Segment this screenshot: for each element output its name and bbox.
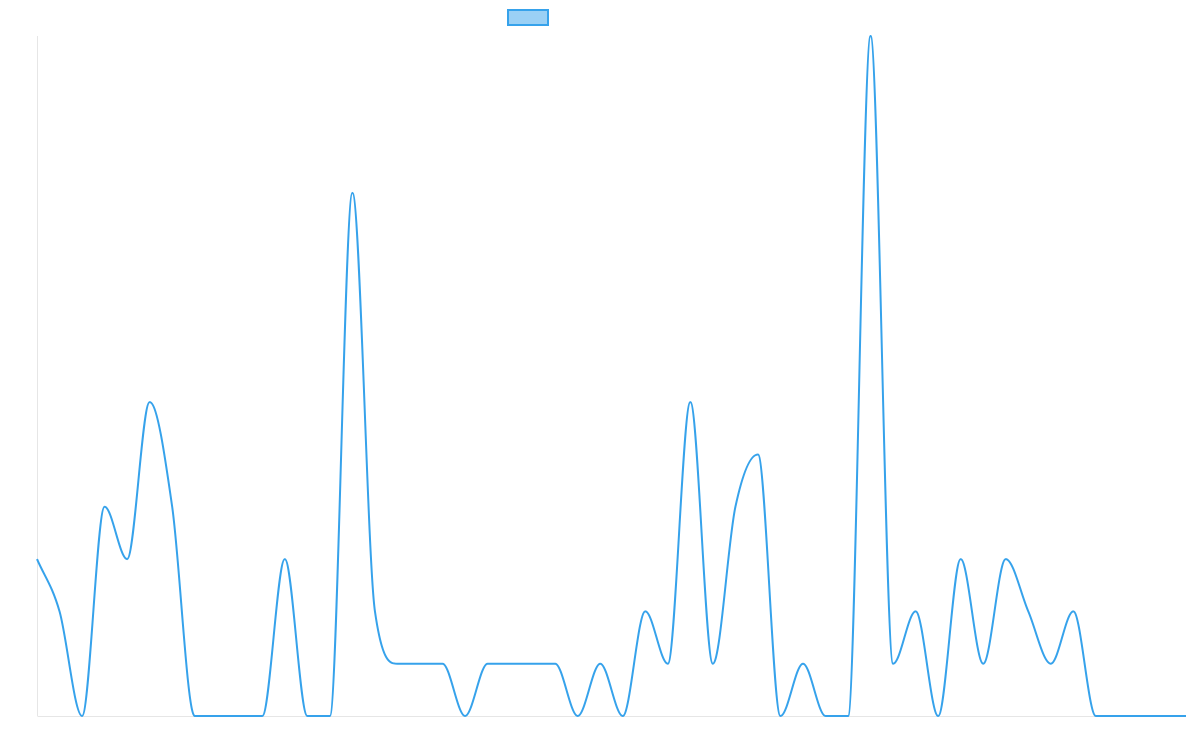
data-point[interactable]: [845, 713, 851, 719]
data-point[interactable]: [1025, 608, 1031, 614]
data-point[interactable]: [710, 661, 716, 667]
data-point[interactable]: [259, 713, 265, 719]
data-point[interactable]: [507, 661, 513, 667]
data-point[interactable]: [1093, 713, 1099, 719]
data-point[interactable]: [169, 504, 175, 510]
data-point[interactable]: [417, 661, 423, 667]
data-point[interactable]: [440, 661, 446, 667]
data-point[interactable]: [102, 504, 108, 510]
data-point[interactable]: [958, 556, 964, 562]
data-point[interactable]: [327, 713, 333, 719]
data-point[interactable]: [462, 713, 468, 719]
data-point[interactable]: [1003, 556, 1009, 562]
data-point[interactable]: [214, 713, 220, 719]
legend[interactable]: [507, 9, 549, 26]
data-point[interactable]: [980, 661, 986, 667]
data-point[interactable]: [1048, 661, 1054, 667]
data-point[interactable]: [372, 608, 378, 614]
series-line-0[interactable]: [36, 34, 1186, 718]
data-point[interactable]: [304, 713, 310, 719]
data-point[interactable]: [687, 399, 693, 405]
data-point[interactable]: [823, 713, 829, 719]
data-point[interactable]: [620, 713, 626, 719]
data-point[interactable]: [124, 556, 130, 562]
data-point[interactable]: [237, 713, 243, 719]
data-point[interactable]: [890, 661, 896, 667]
data-point[interactable]: [34, 556, 40, 562]
data-point[interactable]: [777, 713, 783, 719]
data-point[interactable]: [79, 713, 85, 719]
data-point[interactable]: [1160, 713, 1166, 719]
data-point[interactable]: [575, 713, 581, 719]
data-point[interactable]: [800, 661, 806, 667]
data-point[interactable]: [552, 661, 558, 667]
data-point[interactable]: [192, 713, 198, 719]
data-point[interactable]: [349, 190, 355, 196]
data-point[interactable]: [1115, 713, 1121, 719]
data-point[interactable]: [597, 661, 603, 667]
data-point[interactable]: [1138, 713, 1144, 719]
data-point[interactable]: [530, 661, 536, 667]
data-point[interactable]: [868, 33, 874, 39]
data-point[interactable]: [147, 399, 153, 405]
data-point[interactable]: [1183, 713, 1189, 719]
data-point[interactable]: [57, 608, 63, 614]
data-point[interactable]: [394, 661, 400, 667]
data-point[interactable]: [642, 608, 648, 614]
series-layer: [34, 33, 1189, 719]
data-point[interactable]: [732, 504, 738, 510]
data-point[interactable]: [1070, 608, 1076, 614]
data-point[interactable]: [282, 556, 288, 562]
data-point[interactable]: [665, 661, 671, 667]
data-point[interactable]: [913, 608, 919, 614]
data-point[interactable]: [485, 661, 491, 667]
legend-swatch[interactable]: [507, 9, 549, 26]
data-point[interactable]: [935, 713, 941, 719]
data-point[interactable]: [755, 451, 761, 457]
